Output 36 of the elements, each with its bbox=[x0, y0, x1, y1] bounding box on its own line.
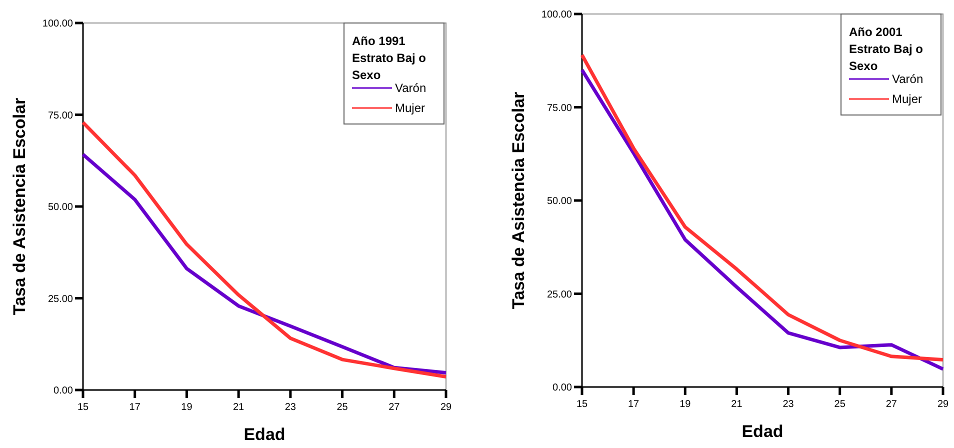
x-axis-title: Edad bbox=[742, 422, 784, 441]
x-tick-label: 17 bbox=[628, 399, 640, 410]
y-tick-label: 75.00 bbox=[546, 102, 572, 114]
x-tick-label: 29 bbox=[937, 399, 949, 410]
y-axis-title: Tasa de Asistencia Escolar bbox=[509, 91, 528, 310]
x-tick-label: 27 bbox=[388, 402, 400, 413]
x-tick-label: 21 bbox=[731, 399, 743, 410]
y-tick-label: 50.00 bbox=[546, 196, 572, 207]
legend-label: Mujer bbox=[395, 101, 426, 116]
y-tick-label: 75.00 bbox=[48, 110, 74, 122]
x-tick-label: 19 bbox=[680, 399, 692, 410]
x-tick-label: 15 bbox=[576, 399, 588, 410]
x-tick-label: 25 bbox=[834, 399, 846, 410]
x-tick-label: 25 bbox=[336, 402, 348, 413]
x-tick-label: 23 bbox=[284, 402, 296, 413]
y-tick-label: 25.00 bbox=[546, 289, 572, 300]
x-tick-label: 17 bbox=[129, 402, 141, 413]
x-tick-label: 15 bbox=[77, 402, 89, 413]
y-tick-label: 100.00 bbox=[541, 10, 572, 20]
x-tick-label: 27 bbox=[886, 399, 898, 410]
legend-label: Mujer bbox=[892, 92, 922, 106]
x-tick-label: 23 bbox=[782, 399, 794, 410]
x-tick-label: 19 bbox=[181, 402, 193, 413]
legend-title: Año 2001 Estrato Baj o Sexo bbox=[849, 25, 924, 73]
y-axis-title: Tasa de Asistencia Escolar bbox=[10, 97, 29, 316]
y-tick-label: 100.00 bbox=[42, 18, 74, 30]
y-tick-label: 50.00 bbox=[48, 202, 74, 213]
x-tick-label: 29 bbox=[440, 402, 452, 413]
y-tick-label: 25.00 bbox=[48, 294, 74, 305]
x-tick-label: 21 bbox=[233, 402, 245, 413]
legend-title: Año 1991 Estrato Baj o Sexo bbox=[352, 34, 426, 82]
x-axis-title: Edad bbox=[244, 425, 286, 444]
y-tick-label: 0.00 bbox=[552, 382, 572, 394]
y-tick-label: 0.00 bbox=[54, 386, 74, 396]
legend-label: Varón bbox=[892, 72, 924, 86]
legend-label: Varón bbox=[395, 81, 426, 96]
